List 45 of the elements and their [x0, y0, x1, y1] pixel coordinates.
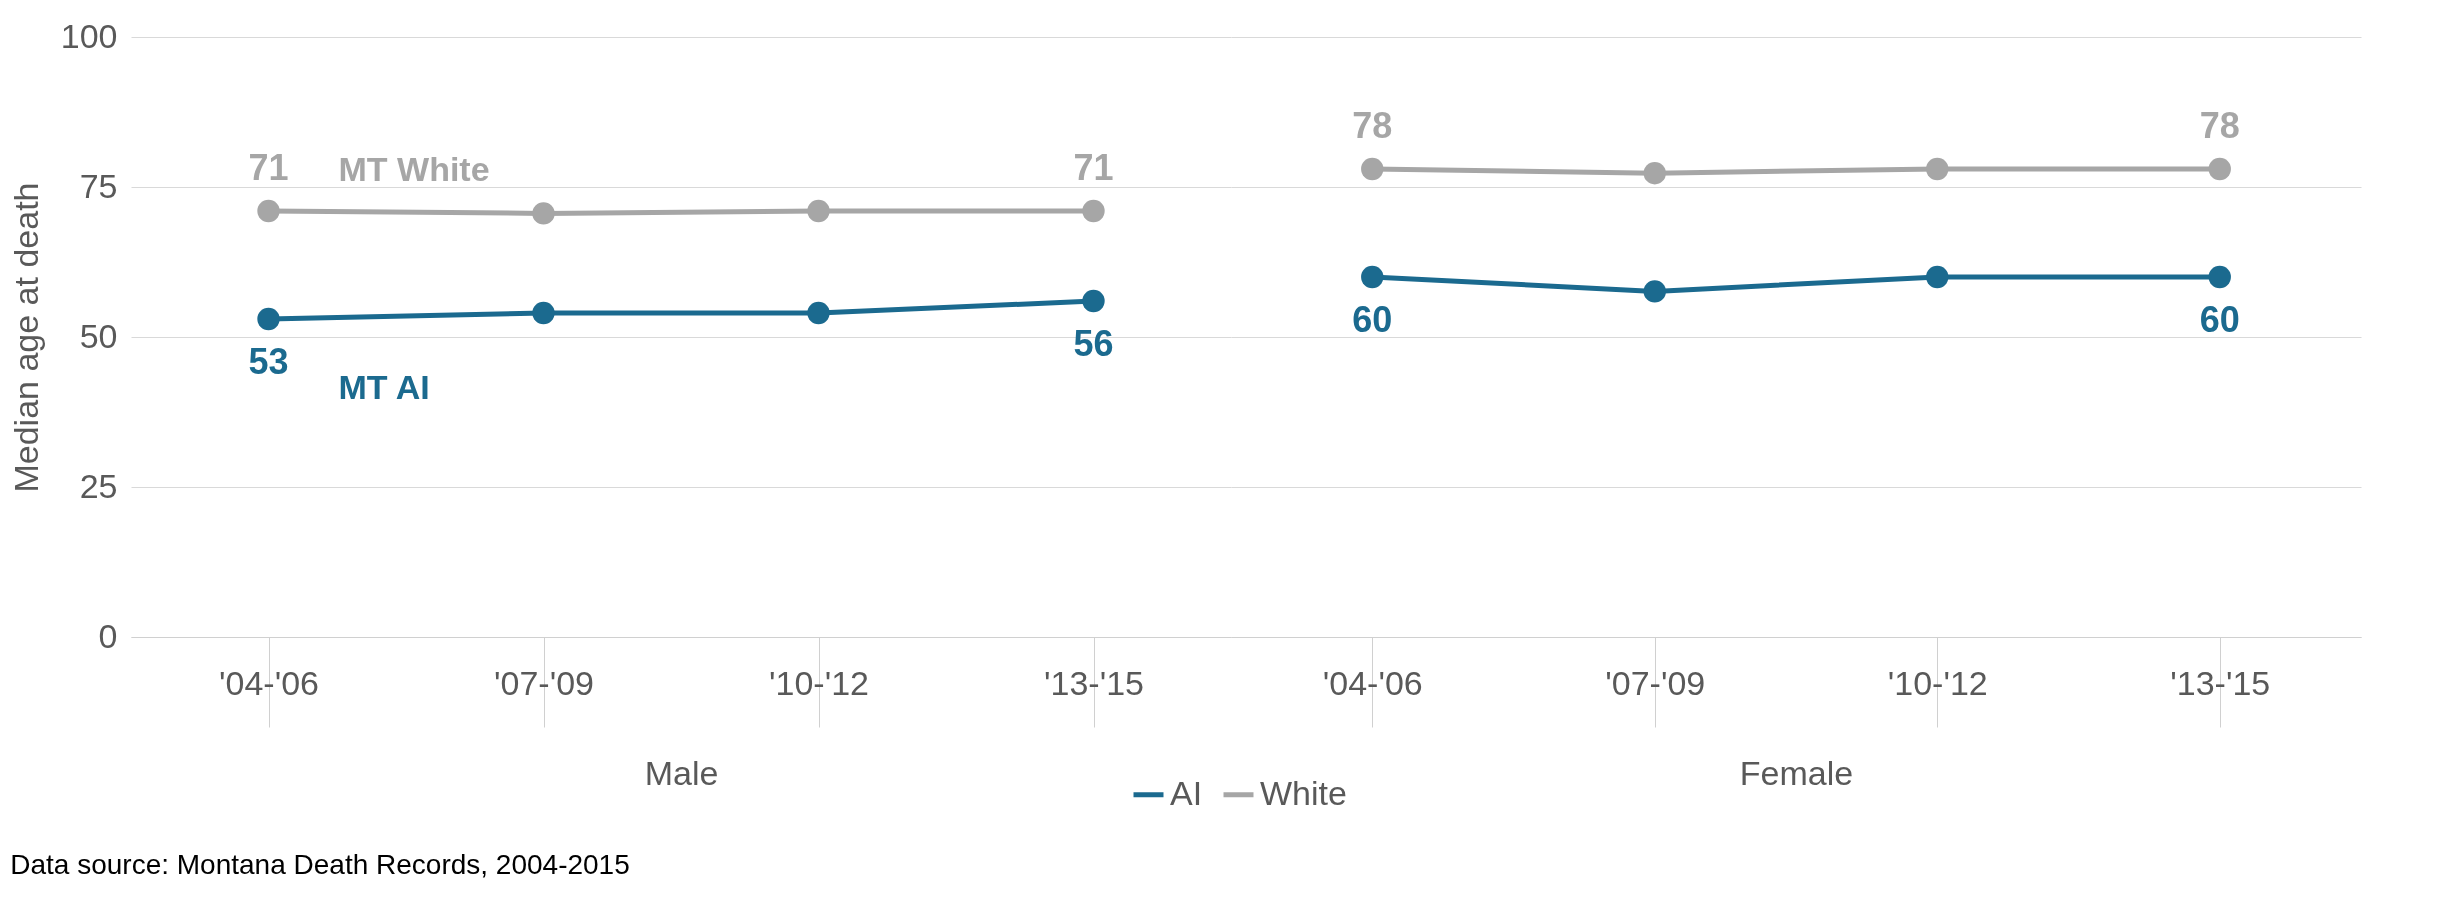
legend-label: White	[1260, 773, 1347, 812]
x-tick-label: '04-'06	[219, 663, 319, 702]
x-axis-title: Female	[1739, 754, 1854, 792]
point	[1082, 199, 1105, 223]
x-tick-label: '10-'12	[1887, 663, 1988, 702]
y-axis-title: Median age at death	[6, 182, 45, 493]
data-label: 78	[2199, 105, 2240, 146]
point	[2208, 265, 2231, 289]
point	[1361, 265, 1384, 289]
point	[1082, 289, 1105, 313]
source-note: Data source: Montana Death Records, 2004-2015	[10, 849, 630, 880]
annotation: MT White	[338, 150, 490, 188]
y-tick-label: 100	[60, 16, 118, 55]
point	[1643, 162, 1666, 185]
data-label: 71	[1073, 147, 1114, 188]
legend-label: AI	[1170, 773, 1203, 812]
point	[1361, 157, 1384, 181]
point	[807, 301, 830, 325]
point	[1926, 157, 1949, 181]
x-axis-title: Male	[644, 754, 719, 792]
data-label: 71	[248, 147, 289, 188]
annotation: MT AI	[338, 368, 430, 406]
x-tick-label: '10-'12	[769, 663, 869, 702]
x-tick-label: '13-'15	[1044, 663, 1144, 702]
point	[807, 199, 830, 223]
data-label: 56	[1073, 323, 1114, 364]
point	[532, 301, 555, 325]
data-label: 53	[248, 341, 289, 382]
data-label: 60	[1352, 299, 1393, 340]
x-tick-label: '07-'09	[494, 663, 594, 702]
y-tick-label: 75	[79, 166, 118, 205]
point	[257, 199, 280, 223]
x-tick-label: '07-'09	[1605, 663, 1706, 702]
point	[1643, 280, 1666, 303]
data-label: 78	[1352, 105, 1393, 146]
y-tick-label: 50	[79, 316, 118, 355]
point	[2208, 157, 2231, 181]
x-tick-label: '13-'15	[2170, 663, 2271, 702]
y-tick-label: 25	[79, 466, 118, 505]
y-tick-label: 0	[98, 616, 118, 655]
point	[257, 307, 280, 331]
point	[532, 202, 555, 225]
point	[1926, 265, 1949, 289]
data-label: 60	[2199, 299, 2240, 340]
x-tick-label: '04-'06	[1322, 663, 1423, 702]
